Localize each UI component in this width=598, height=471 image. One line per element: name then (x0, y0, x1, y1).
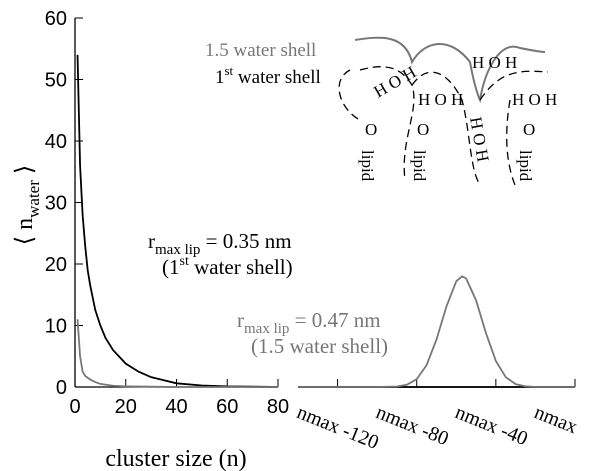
water-molecule: H O H (371, 62, 420, 101)
data-line (298, 275, 575, 388)
annotation-rest: = 0.35 nm (200, 229, 291, 253)
annotation: (1st water shell) (162, 254, 293, 279)
annotation-sub: max lip (244, 321, 289, 337)
x-tick-label: nmax -40 (452, 401, 531, 450)
water-molecule: H O H (512, 90, 557, 109)
annotation: rmax lip = 0.35 nm (148, 229, 292, 258)
inset-drawing (338, 36, 549, 186)
lipid-label: lipid (410, 150, 429, 182)
annotation: rmax lip = 0.47 nm (237, 308, 381, 337)
y-label-main: ⟨ n (12, 218, 38, 245)
y-tick-label: 30 (45, 193, 67, 215)
x-tick-label: 0 (69, 396, 80, 418)
carbonyl-o: O (523, 120, 535, 139)
annotation-r: r (237, 308, 244, 332)
x-tick-label: 40 (165, 396, 187, 418)
annotation-r: r (148, 229, 155, 253)
y-axis-label: ⟨ nwater ⟩ (12, 165, 43, 246)
y-label-sub: water (24, 180, 43, 218)
data-line (76, 319, 278, 388)
annotation-sub: max lip (155, 242, 200, 258)
lipid-label: lipid (358, 150, 377, 182)
x-tick-label: nmax -120 (294, 401, 382, 454)
annotation-post: water shell) (189, 255, 293, 279)
y-tick-label: 20 (45, 254, 67, 276)
annotation-sup: st (180, 254, 189, 269)
x-tick-label: 20 (115, 396, 137, 418)
shell-15-line (354, 36, 546, 104)
data-line (76, 54, 279, 388)
x-tick-label: 60 (216, 396, 238, 418)
water-molecule: H O H (466, 115, 493, 163)
annotation-pre: (1 (162, 255, 180, 279)
shell-1-line (338, 66, 549, 186)
inset-label: 1.5 water shell (205, 40, 316, 61)
water-molecule: H O H (472, 53, 517, 72)
y-tick-label: 40 (45, 131, 67, 153)
inset-post: water shell (233, 67, 321, 88)
x-axis-label: cluster size (n) (105, 446, 246, 471)
annotation-pre: (1.5 water shell) (251, 334, 388, 358)
water-molecule: H O H (418, 90, 463, 109)
x-tick-label: nmax -80 (373, 401, 452, 450)
annotation: (1.5 water shell) (251, 334, 388, 358)
y-tick-label: 60 (45, 8, 67, 30)
carbonyl-o: O (417, 120, 429, 139)
y-tick-label: 50 (45, 70, 67, 92)
y-tick-label: 10 (45, 316, 67, 338)
annotation-rest: = 0.47 nm (289, 308, 380, 332)
y-label-end: ⟩ (12, 165, 38, 180)
x-tick-label: 80 (267, 396, 289, 418)
inset-label: 1st water shell (215, 63, 321, 88)
x-tick-label: nmax (531, 401, 580, 438)
lipid-label: lipid (516, 150, 535, 182)
inset-sup: st (225, 63, 234, 78)
carbonyl-o: O (365, 120, 377, 139)
inset-sup-pre: 1 (215, 67, 225, 88)
y-tick-label: 0 (56, 377, 67, 399)
